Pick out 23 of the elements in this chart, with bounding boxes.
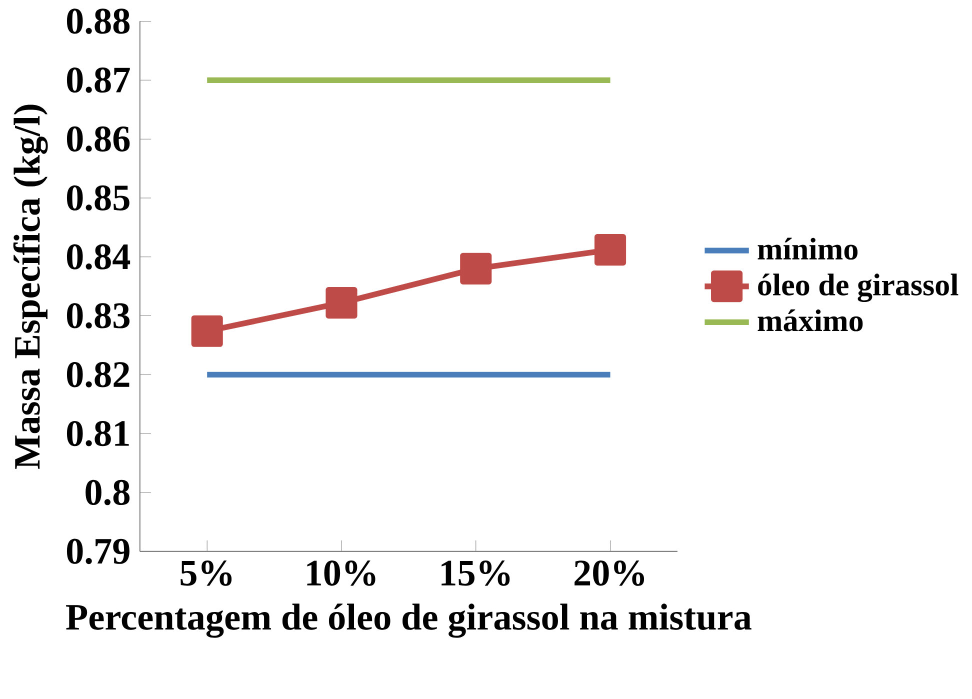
x-axis-title: Percentagem de óleo de girassol na mistura — [66, 604, 752, 638]
y-tick-label: 0.88 — [66, 8, 130, 34]
x-tick-label: 10% — [307, 560, 376, 586]
legend-label: máximo — [758, 310, 863, 332]
y-tick-label: 0.83 — [66, 303, 130, 329]
y-tick-label: 0.8 — [86, 480, 130, 506]
y-tick-label: 0.79 — [66, 538, 130, 564]
point — [460, 253, 492, 285]
point — [191, 315, 223, 348]
x-tick-label: 15% — [442, 560, 510, 586]
legend-label: óleo de girassol — [758, 274, 958, 302]
y-tick-label: 0.85 — [66, 185, 130, 211]
y-tick-label: 0.82 — [66, 362, 130, 388]
y-tick-label: 0.86 — [66, 126, 130, 152]
y-tick-label: 0.87 — [66, 68, 130, 93]
y-tick-label: 0.84 — [66, 244, 130, 270]
point — [594, 234, 626, 266]
legend-label: mínimo — [758, 238, 858, 260]
point — [326, 287, 358, 319]
y-tick-label: 0.81 — [66, 421, 129, 446]
y-axis-title: Massa Específica (kg/l) — [13, 104, 48, 470]
x-tick-label: 5% — [180, 560, 232, 586]
x-tick-label: 20% — [574, 560, 644, 586]
